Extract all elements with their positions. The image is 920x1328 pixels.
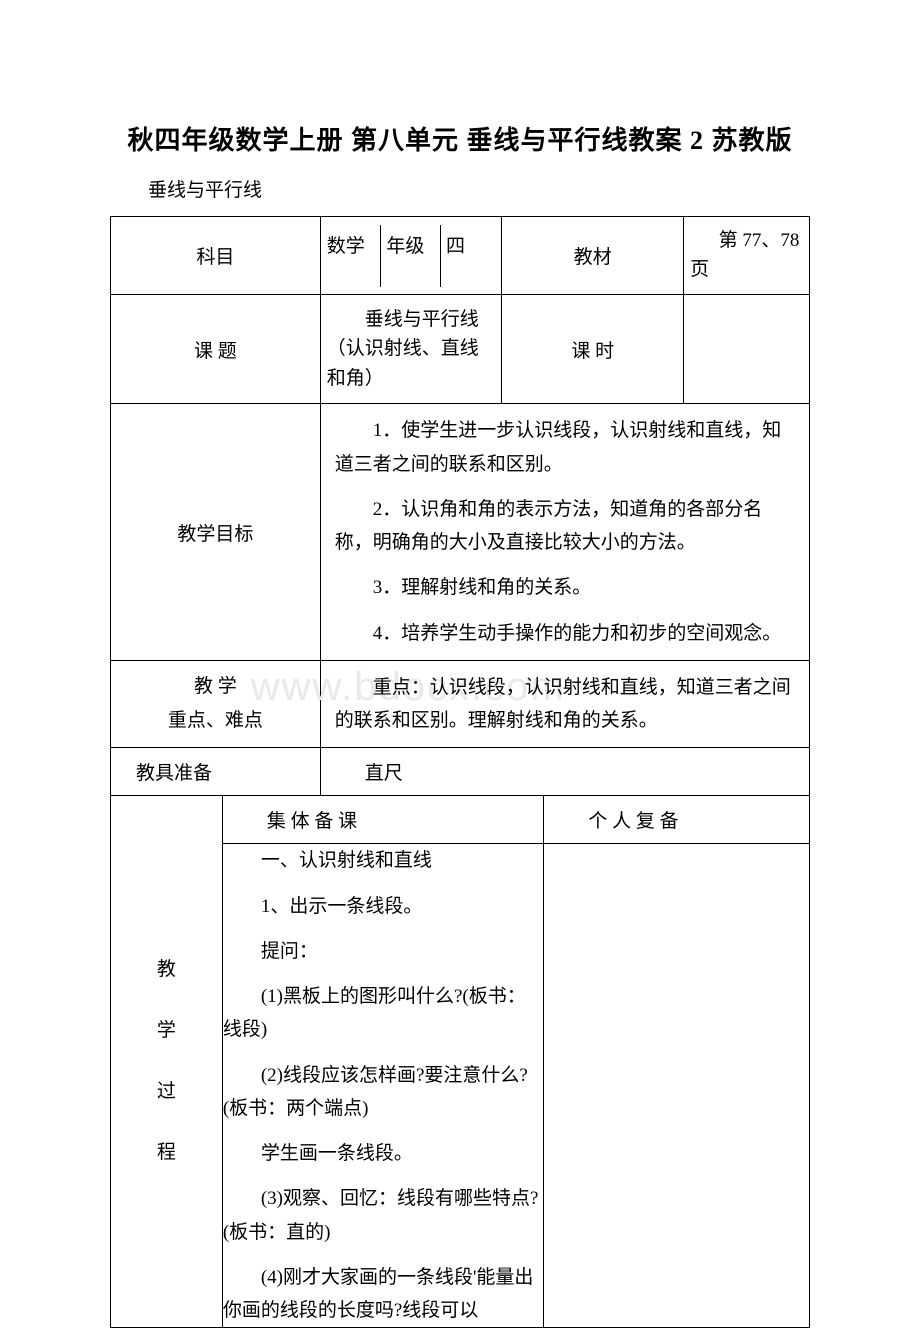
textbook-label: 教材	[502, 217, 684, 295]
page-title: 秋四年级数学上册 第八单元 垂线与平行线教案 2 苏教版	[110, 120, 810, 157]
textbook-pages: 第 77、78 页	[684, 217, 810, 295]
group-prep-header: 集 体 备 课	[222, 796, 544, 844]
keypoint-content: www.bdocx.com 重点：认识线段，认识射线和直线，知道三者之间的联系和…	[320, 660, 809, 748]
subtitle: 垂线与平行线	[110, 175, 810, 202]
subject-label: 科目	[111, 217, 321, 295]
goals-label: 教学目标	[111, 404, 321, 661]
process-label: 教学过程	[111, 796, 223, 1328]
topic-label: 课 题	[111, 295, 321, 404]
lesson-plan-table: 科目 数学 年级 四 教材 第 77、78 页 课 题	[110, 216, 810, 1328]
group-prep-content: 一、认识射线和直线 1、出示一条线段。 提问： (1)黑板上的图形叫什么?(板书…	[222, 844, 544, 1328]
subject-value-cell: 数学 年级 四	[320, 217, 502, 295]
personal-prep-header: 个 人 复 备	[544, 796, 810, 844]
tools-content: 直尺	[320, 748, 809, 796]
goals-content: 1．使学生进一步认识线段，认识射线和直线，知道三者之间的联系和区别。 2．认识角…	[320, 404, 809, 661]
period-value	[684, 295, 810, 404]
period-label: 课 时	[502, 295, 684, 404]
tools-label: 教具准备	[111, 748, 321, 796]
keypoint-label: 教 学 重点、难点	[111, 660, 321, 748]
personal-prep-content	[544, 844, 810, 1328]
topic-value: 垂线与平行线（认识射线、直线和角）	[320, 295, 502, 404]
